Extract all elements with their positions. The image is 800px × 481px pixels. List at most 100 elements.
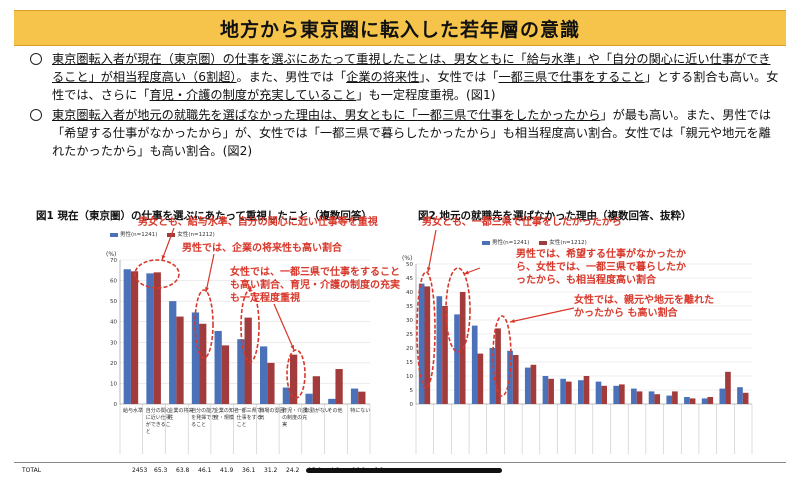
bar-male — [524, 367, 531, 404]
bar-female — [654, 394, 661, 404]
category-label: その他 — [328, 407, 343, 414]
category-label: 性 — [168, 414, 173, 421]
bar-male — [471, 325, 478, 404]
bar-male — [454, 314, 460, 404]
bar-male — [214, 330, 222, 404]
category-label: 仕事をする — [237, 414, 262, 421]
table-row-label: TOTAL — [22, 467, 42, 474]
bar-female — [153, 272, 161, 404]
highlight-ellipse — [492, 315, 512, 397]
highlight-ellipse — [194, 289, 214, 359]
y-tick-label: 40 — [406, 290, 413, 296]
category-label: 実 — [282, 421, 287, 428]
circle-bullet-icon — [30, 109, 42, 121]
figure-1-callout-2: 男性では、企業の将来性も高い割合 — [182, 243, 342, 254]
callout-arrow-head — [464, 270, 469, 275]
bar-male — [666, 395, 673, 404]
bullet-segment: 」とする割合も高い。女性では、さらに「 — [52, 70, 779, 102]
callout-arrow — [205, 253, 215, 293]
bullet-segment: 給与水準 — [526, 52, 576, 66]
bar-male — [123, 269, 131, 404]
y-tick-label: 0 — [410, 402, 414, 408]
callout-arrow-head — [510, 319, 515, 323]
category-label: 自分の関心 — [146, 407, 171, 414]
figure-2-title: 図2 地元の就職先を選ばなかった理由（複数回答、抜粋） — [418, 210, 692, 222]
bar-female — [267, 362, 275, 404]
category-label: ができるこ — [146, 421, 171, 428]
category-label: 職場の雰囲 — [259, 407, 284, 414]
bar-female — [442, 306, 448, 404]
y-tick-label: 20 — [406, 346, 413, 352]
category-label: の制度の充 — [282, 414, 307, 421]
y-tick-label: 45 — [406, 276, 413, 282]
bar-female — [725, 371, 731, 404]
bullet-segment: 」、女性では「 — [419, 70, 499, 84]
bar-male — [350, 388, 359, 404]
bullet-item-1: 東京圏転入者が現在（東京圏）の仕事を選ぶにあたって重視したことは、男女ともに「給… — [26, 50, 780, 104]
callout-arrow — [509, 307, 575, 323]
bar-male — [542, 376, 549, 404]
highlight-ellipse — [445, 267, 471, 353]
bar-male — [305, 393, 313, 404]
bar-male — [282, 387, 290, 404]
bullet-segment: 一都三県で仕事をしたかったから — [417, 108, 601, 122]
figure-2-callout-3: 女性では、親元や地元を離れたかったから も高い割合 — [574, 295, 714, 319]
category-label: こと — [237, 422, 247, 428]
bar-female — [548, 378, 554, 404]
bar-male — [648, 391, 655, 404]
bar-female — [689, 398, 696, 404]
callout-arrow — [161, 227, 175, 261]
bar-male — [737, 387, 743, 404]
summary-bullets: 東京圏転入者が現在（東京圏）の仕事を選ぶにあたって重視したことは、男女ともに「給… — [26, 50, 780, 160]
document-page: 地方から東京圏に転入した若年層の意識 東京圏転入者が現在（東京圏）の仕事を選ぶに… — [14, 0, 786, 481]
bullet-segment: 」も一定程度重視。(図1) — [356, 88, 496, 102]
y-axis-unit: (%) — [106, 251, 116, 258]
circle-bullet-icon — [30, 53, 42, 65]
highlight-ellipse — [134, 259, 180, 289]
y-tick-label: 10 — [110, 381, 117, 387]
bullet-segment: 自分の関心に近い仕事ができること — [52, 52, 771, 84]
callout-arrow — [273, 303, 295, 351]
bullet-item-2: 東京圏転入者が地元の就職先を選ばなかった理由は、男女ともに「一都三県で仕事をした… — [26, 106, 780, 160]
y-tick-label: 30 — [406, 318, 413, 324]
table-cell: 31.2 — [264, 467, 278, 474]
category-label: 給与水準 — [123, 407, 143, 414]
highlight-ellipse — [286, 349, 306, 399]
bar-male — [237, 339, 245, 404]
bar-male — [613, 385, 620, 404]
table-cell: 63.8 — [176, 467, 190, 474]
bar-female — [583, 376, 590, 404]
bar-male — [260, 346, 268, 404]
category-label: 転勤がない — [305, 407, 330, 414]
category-label: 一都三県で — [237, 408, 262, 414]
bar-female — [565, 381, 572, 404]
bar-male — [191, 312, 200, 404]
legend-female: 女性(n=1212) — [539, 238, 587, 246]
bullet-segment: 」が最も高い。また、男性では「希望する仕事がなかったから」が、女性では「一都三県… — [52, 108, 772, 158]
bullet-segment: 。また、男性では「 — [236, 70, 347, 84]
page-title: 地方から東京圏に転入した若年層の意識 — [219, 18, 580, 41]
callout-arrow-head — [161, 255, 166, 260]
y-tick-label: 70 — [110, 258, 117, 264]
category-label: を発揮でき — [191, 414, 216, 421]
bar-male — [418, 283, 425, 404]
highlight-ellipse — [416, 271, 436, 389]
bar-female — [221, 345, 230, 404]
figure-1-callout-3: 女性では、一都三県で仕事をすることも高い割合、育児・介護の制度の充実も一定程度重… — [230, 267, 400, 304]
y-tick-label: 10 — [406, 374, 413, 380]
y-tick-label: 60 — [110, 279, 117, 285]
bar-female — [176, 316, 184, 404]
bar-male — [489, 348, 496, 404]
callout-arrow-head — [248, 287, 252, 292]
title-banner: 地方から東京圏に転入した若年層の意識 — [14, 10, 786, 46]
table-cell: 2453 — [132, 467, 148, 474]
bar-female — [477, 353, 484, 404]
category-label: 育児・介護 — [282, 407, 307, 414]
bar-female — [335, 369, 343, 404]
bar-male — [701, 398, 708, 404]
bullet-segment: 東京圏転入者が地元の就職先を選ばなかった理由は、男女ともに「 — [52, 108, 418, 122]
horizontal-scrollbar[interactable] — [306, 468, 502, 473]
figure-2-legend: 男性(n=1241) 女性(n=1212) — [482, 238, 587, 246]
bar-female — [636, 391, 643, 404]
callout-arrow — [427, 229, 437, 273]
